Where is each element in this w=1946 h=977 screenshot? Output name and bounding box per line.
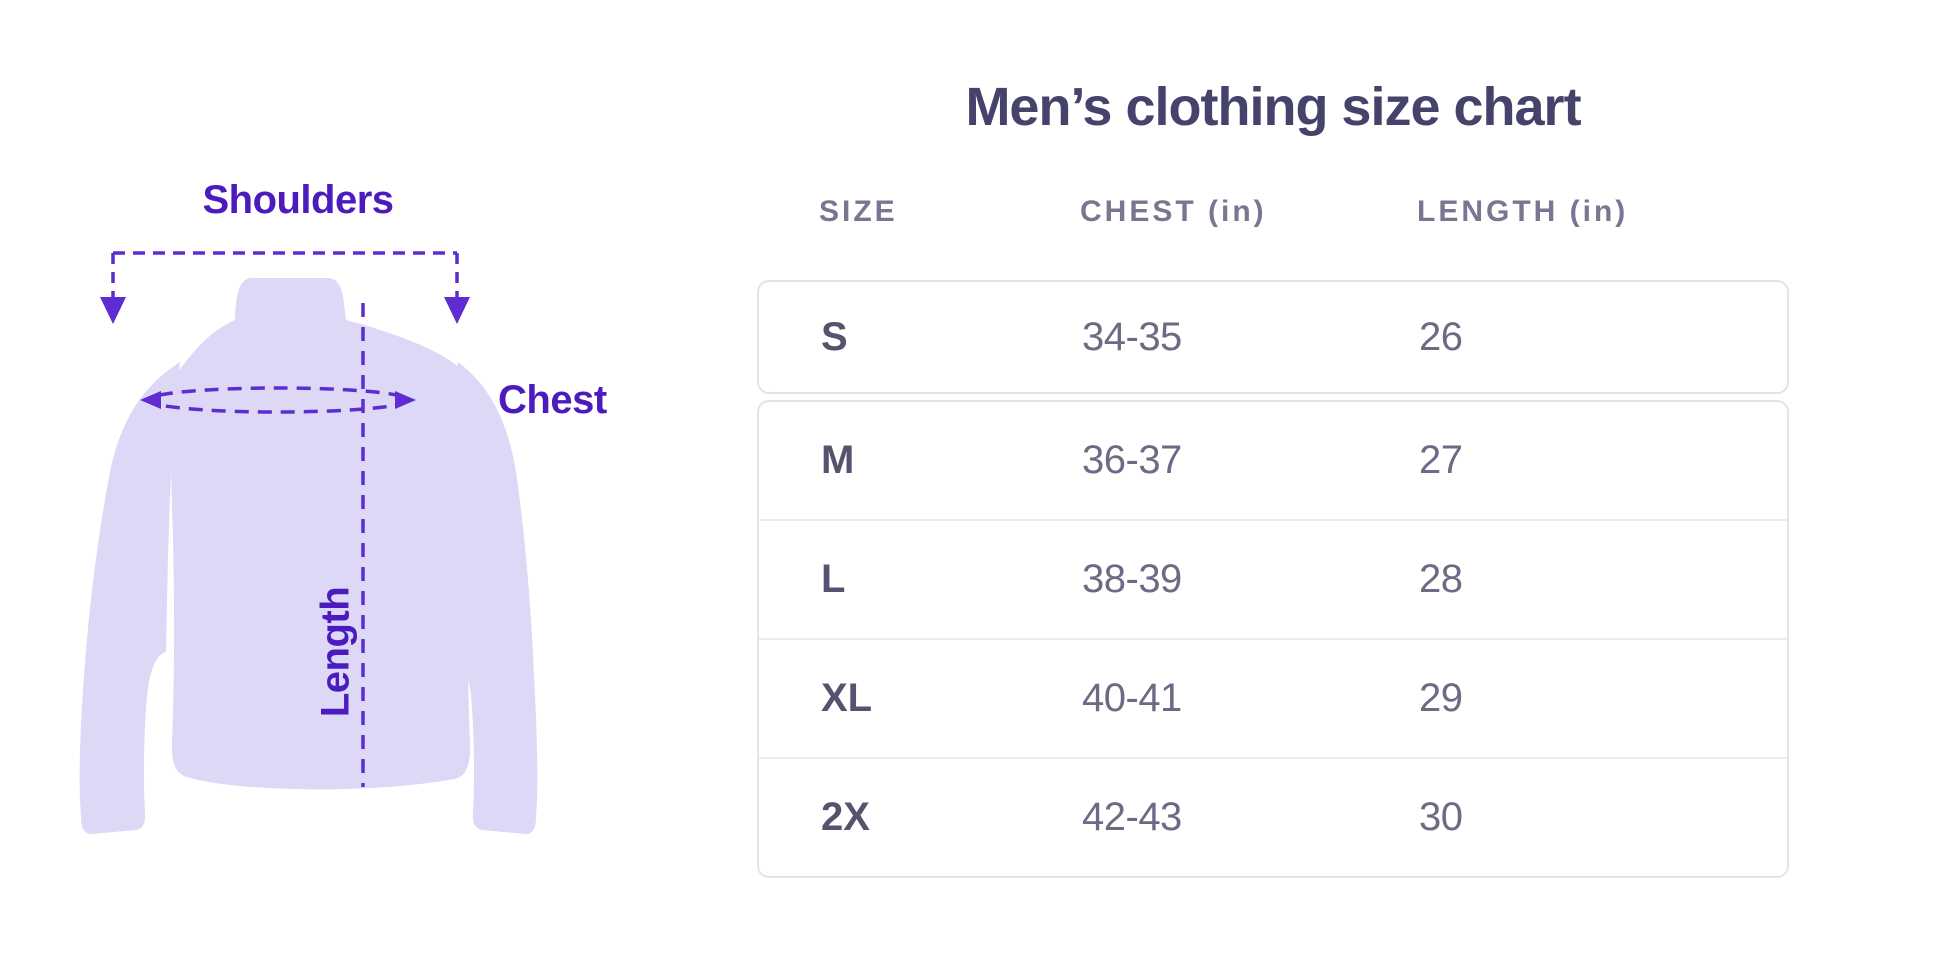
column-header-length: LENGTH (in) xyxy=(1417,195,1629,228)
length-label: Length xyxy=(313,586,358,718)
table-row: 2X 42-43 30 xyxy=(759,757,1787,876)
shoulders-measure-line xyxy=(111,251,459,298)
chest-cell: 40-41 xyxy=(1082,676,1182,720)
table-header-row: SIZE CHEST (in) LENGTH (in) xyxy=(757,190,1789,234)
chest-cell: 34-35 xyxy=(1082,314,1182,359)
size-cell: 2X xyxy=(821,795,870,839)
length-cell: 30 xyxy=(1419,795,1463,839)
length-cell: 26 xyxy=(1419,314,1463,359)
chest-cell: 36-37 xyxy=(1082,438,1182,482)
length-cell: 29 xyxy=(1419,676,1463,720)
table-row: S 34-35 26 xyxy=(759,282,1787,392)
size-cell: L xyxy=(821,557,846,601)
table-row: L 38-39 28 xyxy=(759,519,1787,638)
shirt-silhouette xyxy=(79,278,538,834)
shoulders-label: Shoulders xyxy=(202,178,394,222)
size-cell: XL xyxy=(821,676,873,720)
shirt-measurement-diagram: Shoulders Chest Length xyxy=(30,150,650,860)
chest-arrowheads xyxy=(140,391,416,409)
length-cell: 27 xyxy=(1419,438,1463,482)
size-table: Men’s clothing size chart SIZE CHEST (in… xyxy=(757,60,1789,940)
shoulders-arrowheads xyxy=(100,297,470,324)
table-rows-card: M 36-37 27 L 38-39 28 XL 40-41 29 xyxy=(757,400,1789,878)
chest-label: Chest xyxy=(498,378,607,422)
column-header-chest: CHEST (in) xyxy=(1080,195,1267,228)
chest-cell: 42-43 xyxy=(1082,795,1182,839)
size-cell: S xyxy=(821,314,848,359)
length-cell: 28 xyxy=(1419,557,1463,601)
shirt-illustration xyxy=(79,251,538,834)
table-row: XL 40-41 29 xyxy=(759,638,1787,757)
chest-cell: 38-39 xyxy=(1082,557,1182,601)
size-cell: M xyxy=(821,438,855,482)
page-title: Men’s clothing size chart xyxy=(965,77,1581,137)
chest-measure-ellipse xyxy=(140,386,416,414)
table-row-card-s: S 34-35 26 xyxy=(757,280,1789,394)
column-header-size: SIZE xyxy=(819,195,898,228)
table-row: M 36-37 27 xyxy=(759,402,1787,519)
